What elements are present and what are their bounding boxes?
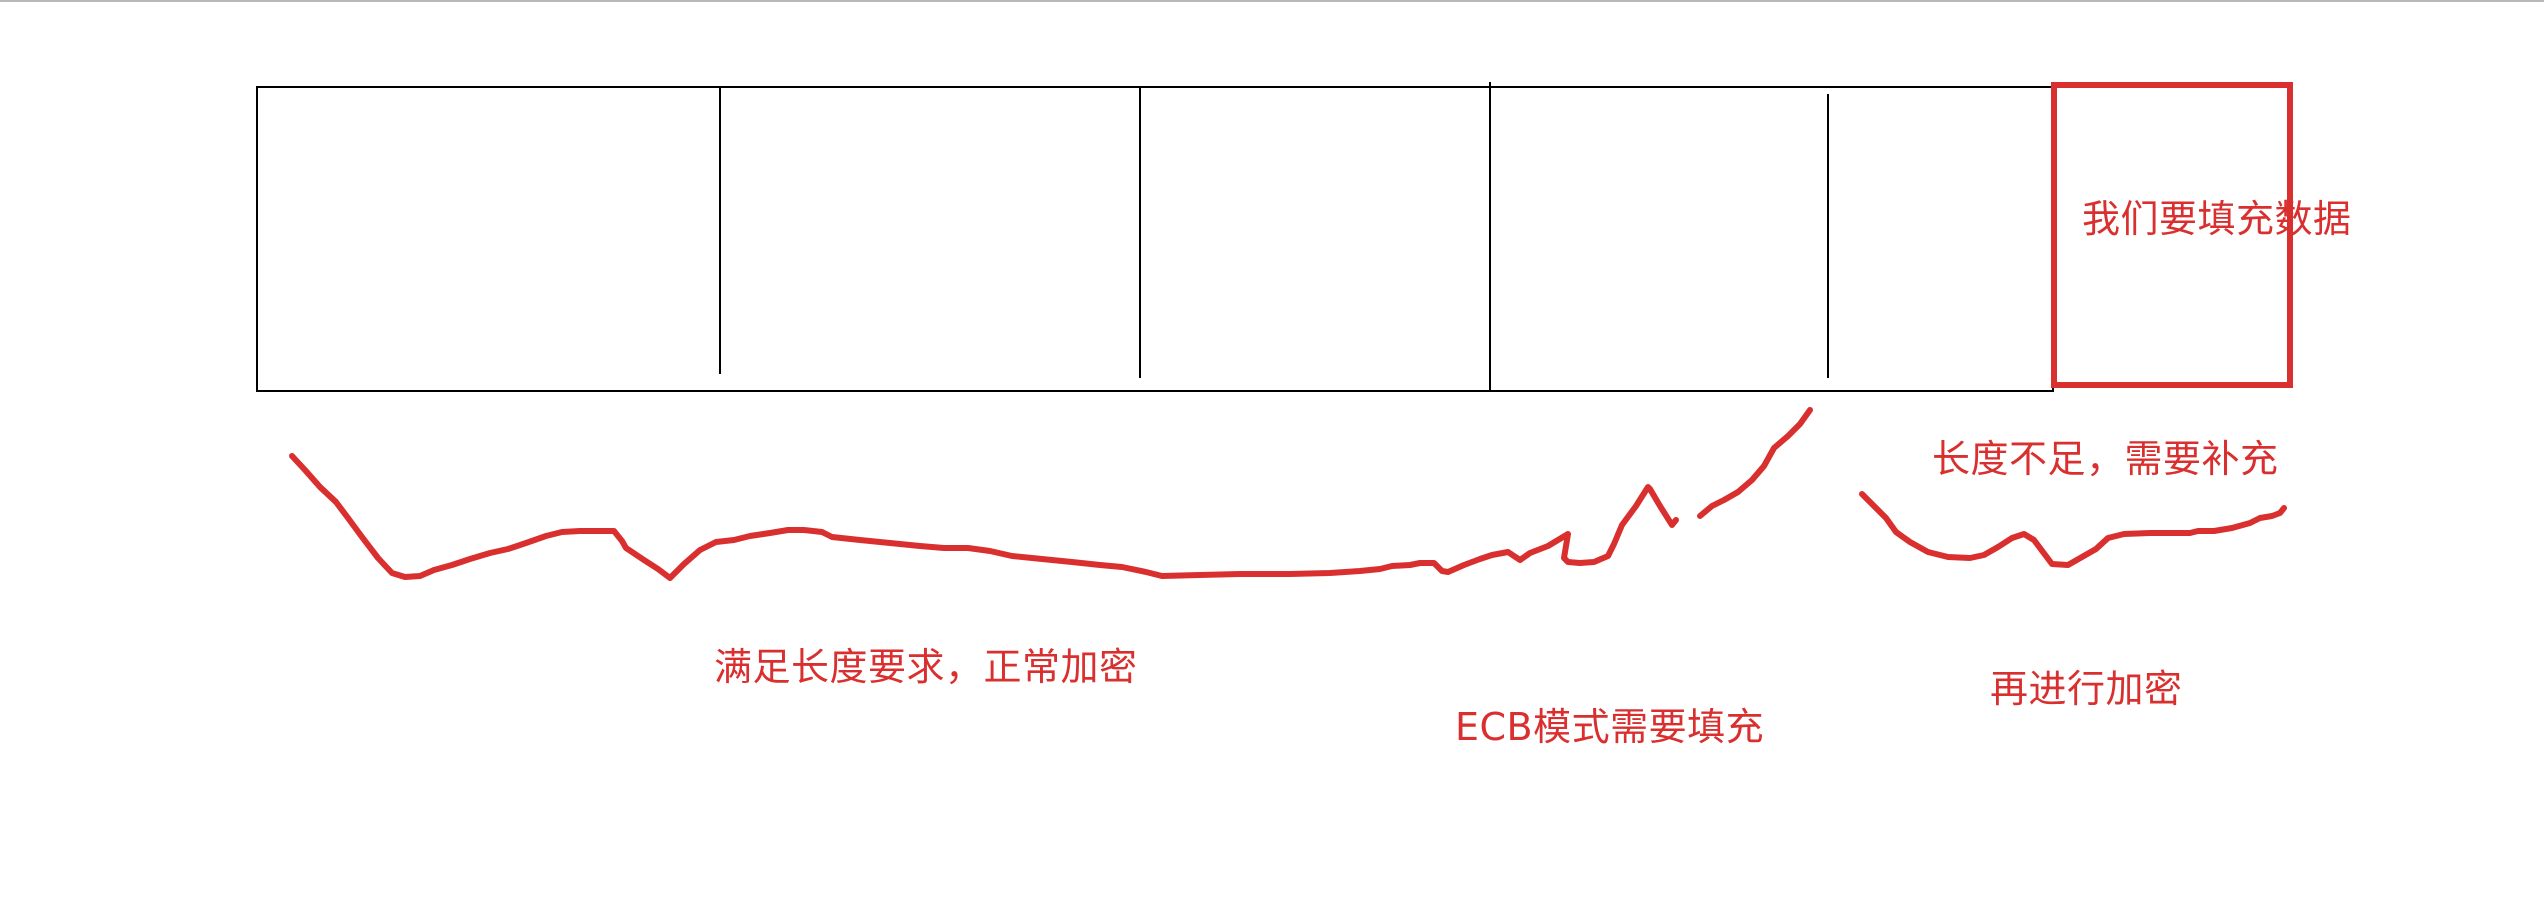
ecb-padding-label: ECB模式需要填充	[1455, 705, 1765, 749]
padding-block	[2051, 82, 2293, 388]
fill-data-label: 我们要填充数据	[2082, 197, 2352, 241]
normal-encrypt-label: 满足长度要求，正常加密	[714, 645, 1138, 689]
brace-short-block	[1859, 491, 2287, 568]
brace-full-blocks-tail	[1697, 407, 1813, 519]
blocks-outline	[256, 86, 2054, 392]
top-border	[0, 0, 2544, 2]
data-blocks	[256, 82, 2054, 392]
length-insufficient-label: 长度不足，需要补充	[1932, 437, 2279, 481]
then-encrypt-label: 再进行加密	[1990, 667, 2183, 711]
brace-full-blocks	[289, 453, 1679, 581]
